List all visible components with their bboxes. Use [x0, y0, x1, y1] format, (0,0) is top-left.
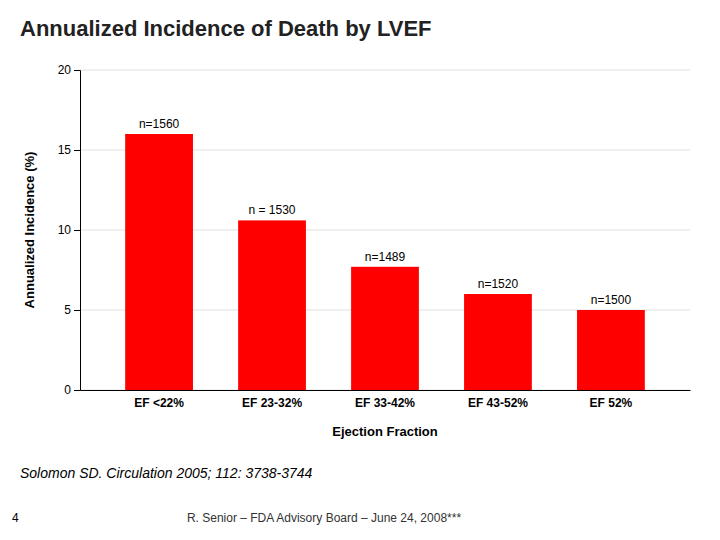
reference: Solomon SD. Circulation 2005; 112: 3738-…	[20, 465, 313, 481]
tick: EF 33-42%	[355, 396, 415, 410]
y-axis: 0 5 10 15 20	[58, 63, 81, 397]
tick-mark	[74, 310, 80, 311]
tick-mark	[74, 230, 80, 231]
grid	[80, 70, 690, 390]
tick: EF 23-32%	[242, 396, 302, 410]
tick-label: EF 23-32%	[242, 396, 302, 410]
annotation: n = 1530	[249, 203, 296, 217]
bar	[577, 310, 645, 390]
footer-left: 4	[12, 511, 19, 525]
axis-line	[74, 71, 81, 391]
tick-label: 10	[58, 223, 72, 237]
tick: EF <22%	[134, 396, 184, 410]
tick-label: 5	[64, 303, 71, 317]
tick: EF 43-52%	[468, 396, 528, 410]
grid-line	[80, 70, 690, 71]
annotation: n=1520	[478, 277, 519, 291]
tick-label: 0	[64, 383, 71, 397]
tick: EF 52%	[590, 396, 633, 410]
bars	[125, 134, 645, 390]
title: Annualized Incidence of Death by LVEF	[20, 16, 432, 41]
annotation: n=1489	[365, 250, 406, 264]
y-axis-title: Annualized Incidence (%)	[22, 152, 37, 309]
annotation: n=1560	[139, 117, 180, 131]
tick: 20	[58, 63, 80, 77]
tick-mark	[74, 150, 80, 151]
tick-mark	[74, 70, 80, 71]
tick: 15	[58, 143, 80, 157]
tick-label: 20	[58, 63, 72, 77]
tick-label: EF 33-42%	[355, 396, 415, 410]
tick: 0	[64, 383, 80, 397]
tick-label: 15	[58, 143, 72, 157]
tick-label: EF <22%	[134, 396, 184, 410]
tick-label: EF 52%	[590, 396, 633, 410]
x-axis: EF <22% EF 23-32% EF 33-42% EF 43-52% EF 52%	[81, 391, 691, 410]
tick-mark	[74, 390, 80, 391]
bar	[125, 134, 193, 390]
annotation: n=1500	[591, 293, 632, 307]
tick-label: EF 43-52%	[468, 396, 528, 410]
axis-line	[81, 390, 691, 391]
tick: 10	[58, 223, 80, 237]
bar	[351, 267, 419, 390]
annotations: n=1560 n = 1530 n=1489 n=1520 n=1500	[139, 117, 632, 307]
bar	[464, 294, 532, 390]
chart: Annualized Incidence of Death by LVEF n=1…	[0, 0, 720, 540]
plot: n=1560 n = 1530 n=1489 n=1520 n=1500 0 5 10 15 20…	[22, 63, 691, 439]
x-axis-title: Ejection Fraction	[332, 424, 438, 439]
footer-center: R. Senior – FDA Advisory Board – June 24…	[187, 511, 461, 525]
tick: 5	[64, 303, 80, 317]
bar	[238, 220, 306, 390]
